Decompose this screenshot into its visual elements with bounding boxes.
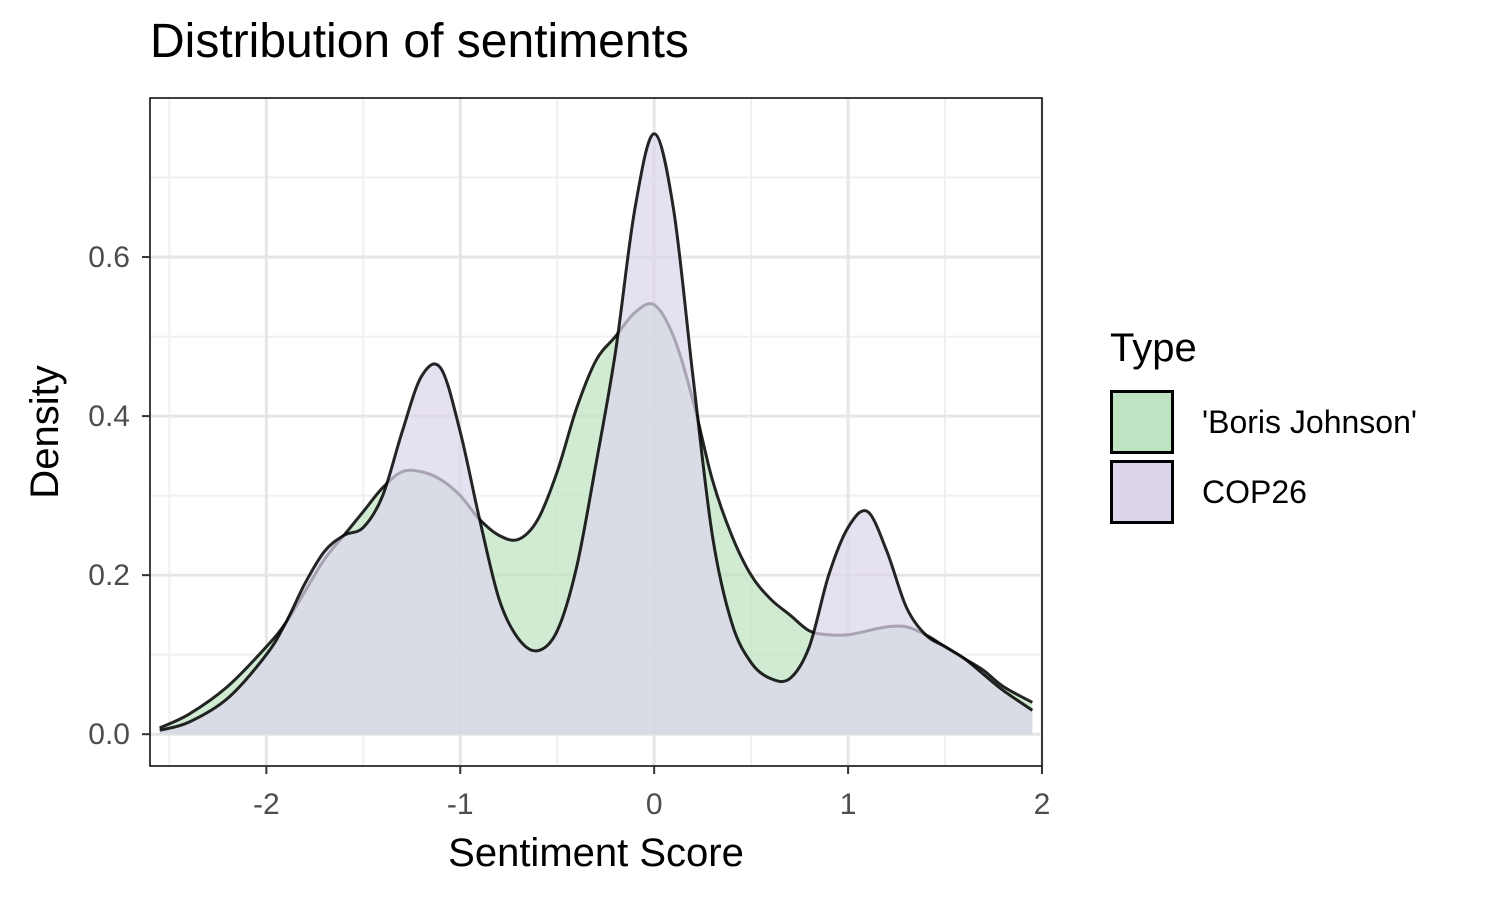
x-tick-label: 1 [840, 788, 857, 821]
legend-key-boris-johnson [1110, 390, 1174, 454]
y-tick-label: 0.6 [88, 241, 130, 274]
density-areas [159, 132, 1034, 735]
y-tick-label: 0.4 [88, 400, 130, 433]
legend-label: COP26 [1202, 473, 1307, 510]
y-axis-title: Density [23, 365, 67, 498]
chart-title: Distribution of sentiments [150, 15, 689, 68]
legend-item-cop26[interactable]: COP26 [1110, 457, 1417, 527]
y-tick-label: 0.2 [88, 559, 130, 592]
density-line-cop26 [159, 132, 1034, 732]
legend-title: Type [1110, 326, 1197, 370]
x-tick-label: -2 [253, 788, 280, 821]
legend: Type 'Boris Johnson' COP26 [1110, 326, 1417, 527]
panel-border [149, 97, 1043, 767]
legend-key-cop26 [1110, 460, 1174, 524]
x-axis-title: Sentiment Score [448, 831, 744, 875]
x-tick-label: -1 [447, 788, 474, 821]
x-tick-label: 2 [1034, 788, 1051, 821]
density-area-cop26 [159, 133, 1033, 735]
legend-item-boris-johnson[interactable]: 'Boris Johnson' [1110, 387, 1417, 457]
legend-label: 'Boris Johnson' [1202, 403, 1417, 440]
axes: -2 -1 0 1 2 0.0 0.2 0.4 0.6 [88, 241, 1050, 821]
x-tick-label: 0 [646, 788, 663, 821]
y-tick-label: 0.0 [88, 718, 130, 751]
